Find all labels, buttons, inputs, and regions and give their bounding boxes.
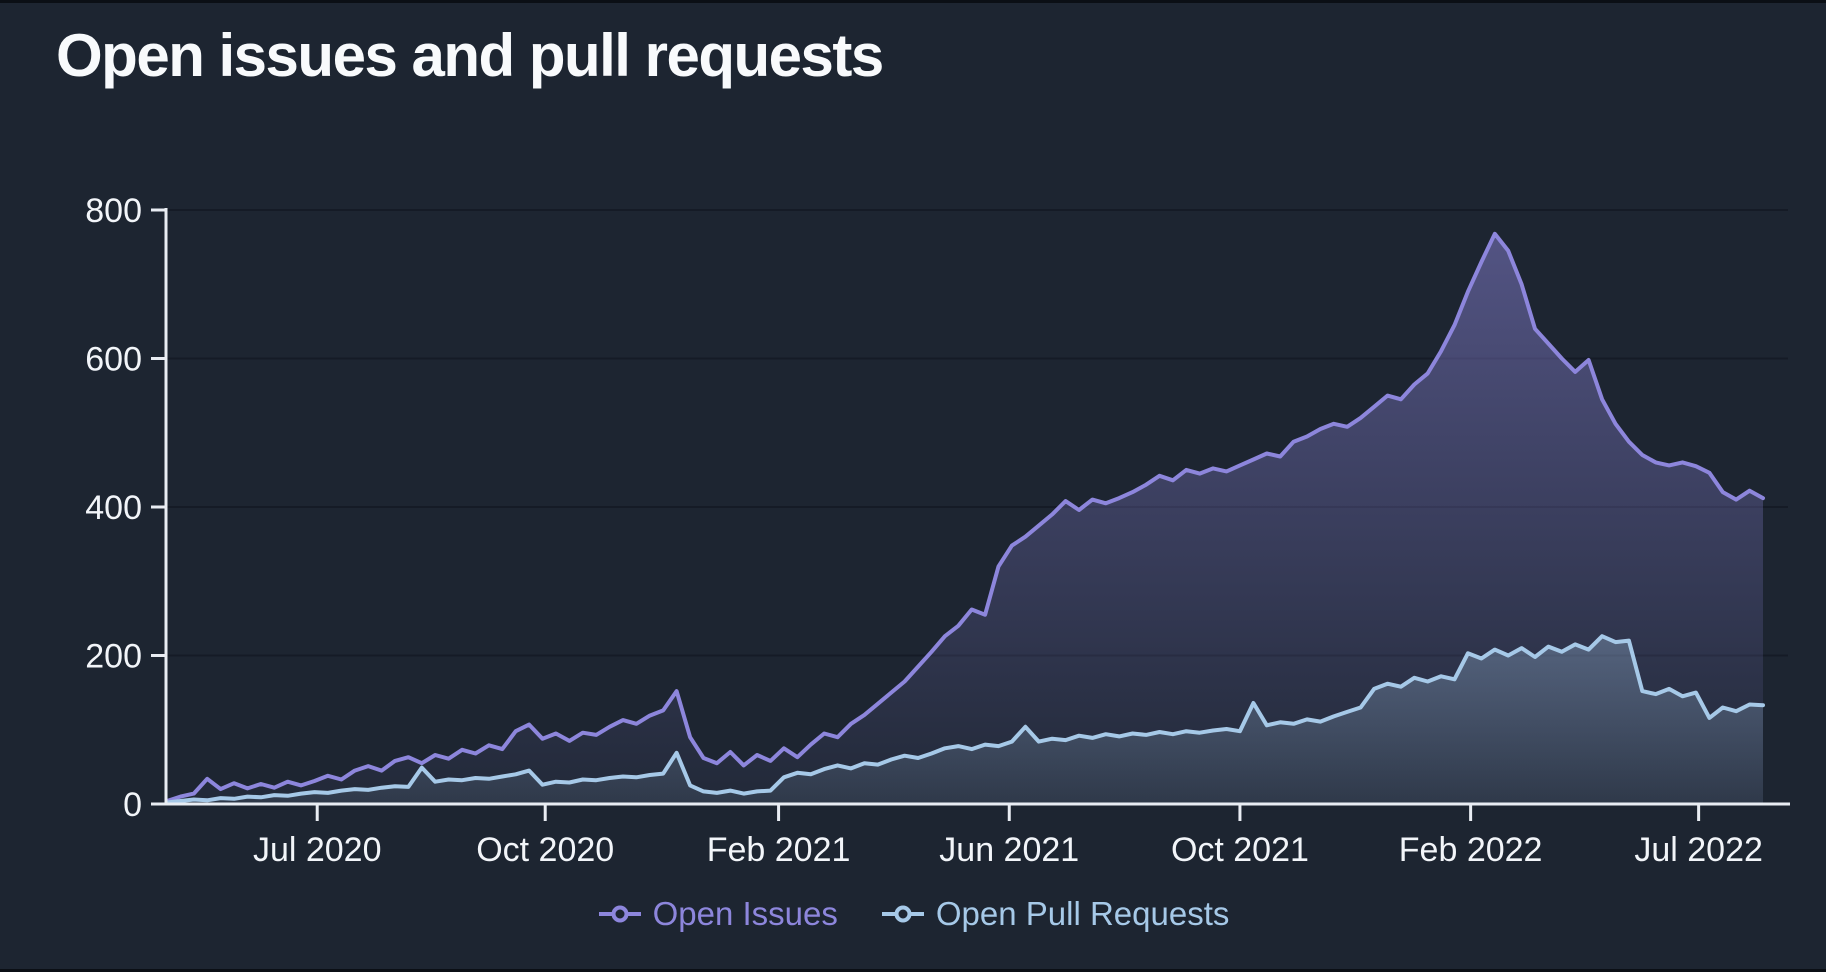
open-pull-requests-line <box>165 634 1765 805</box>
x-tick-label-6: Jul 2022 <box>1634 831 1763 869</box>
line-area-chart: 0 200 400 600 800 Jul 2020 Oct 2020 Feb 2021 Jun… <box>85 192 1790 869</box>
open-issues-line <box>165 231 1765 803</box>
x-tick-label-1: Oct 2020 <box>476 831 614 869</box>
x-tick-label-5: Feb 2022 <box>1399 831 1543 869</box>
y-tick-label-0: 0 <box>123 786 142 824</box>
x-tick-label-4: Oct 2021 <box>1171 831 1309 869</box>
legend-label: Open Issues <box>652 895 838 932</box>
y-tick-label-800: 800 <box>85 192 142 230</box>
legend: Open Issues Open Pull Requests <box>0 895 1826 933</box>
y-tick-label-200: 200 <box>85 638 142 676</box>
x-tick-label-2: Feb 2021 <box>707 831 851 869</box>
open-pull-requests-area <box>167 636 1763 804</box>
chart-title: Open issues and pull requests <box>56 22 884 89</box>
open-issues-area <box>167 233 1763 805</box>
legend-label: Open Pull Requests <box>935 895 1230 932</box>
x-tick-label-3: Jun 2021 <box>939 831 1079 869</box>
legend-item-open-issues[interactable]: Open Issues <box>597 895 838 933</box>
legend-marker-icon <box>598 905 641 923</box>
legend-marker-icon <box>881 905 924 923</box>
y-tick-label-400: 400 <box>85 489 142 527</box>
y-tick-label-600: 600 <box>85 341 142 379</box>
x-tick-label-0: Jul 2020 <box>253 831 382 869</box>
legend-item-open-pull-requests[interactable]: Open Pull Requests <box>880 895 1230 933</box>
